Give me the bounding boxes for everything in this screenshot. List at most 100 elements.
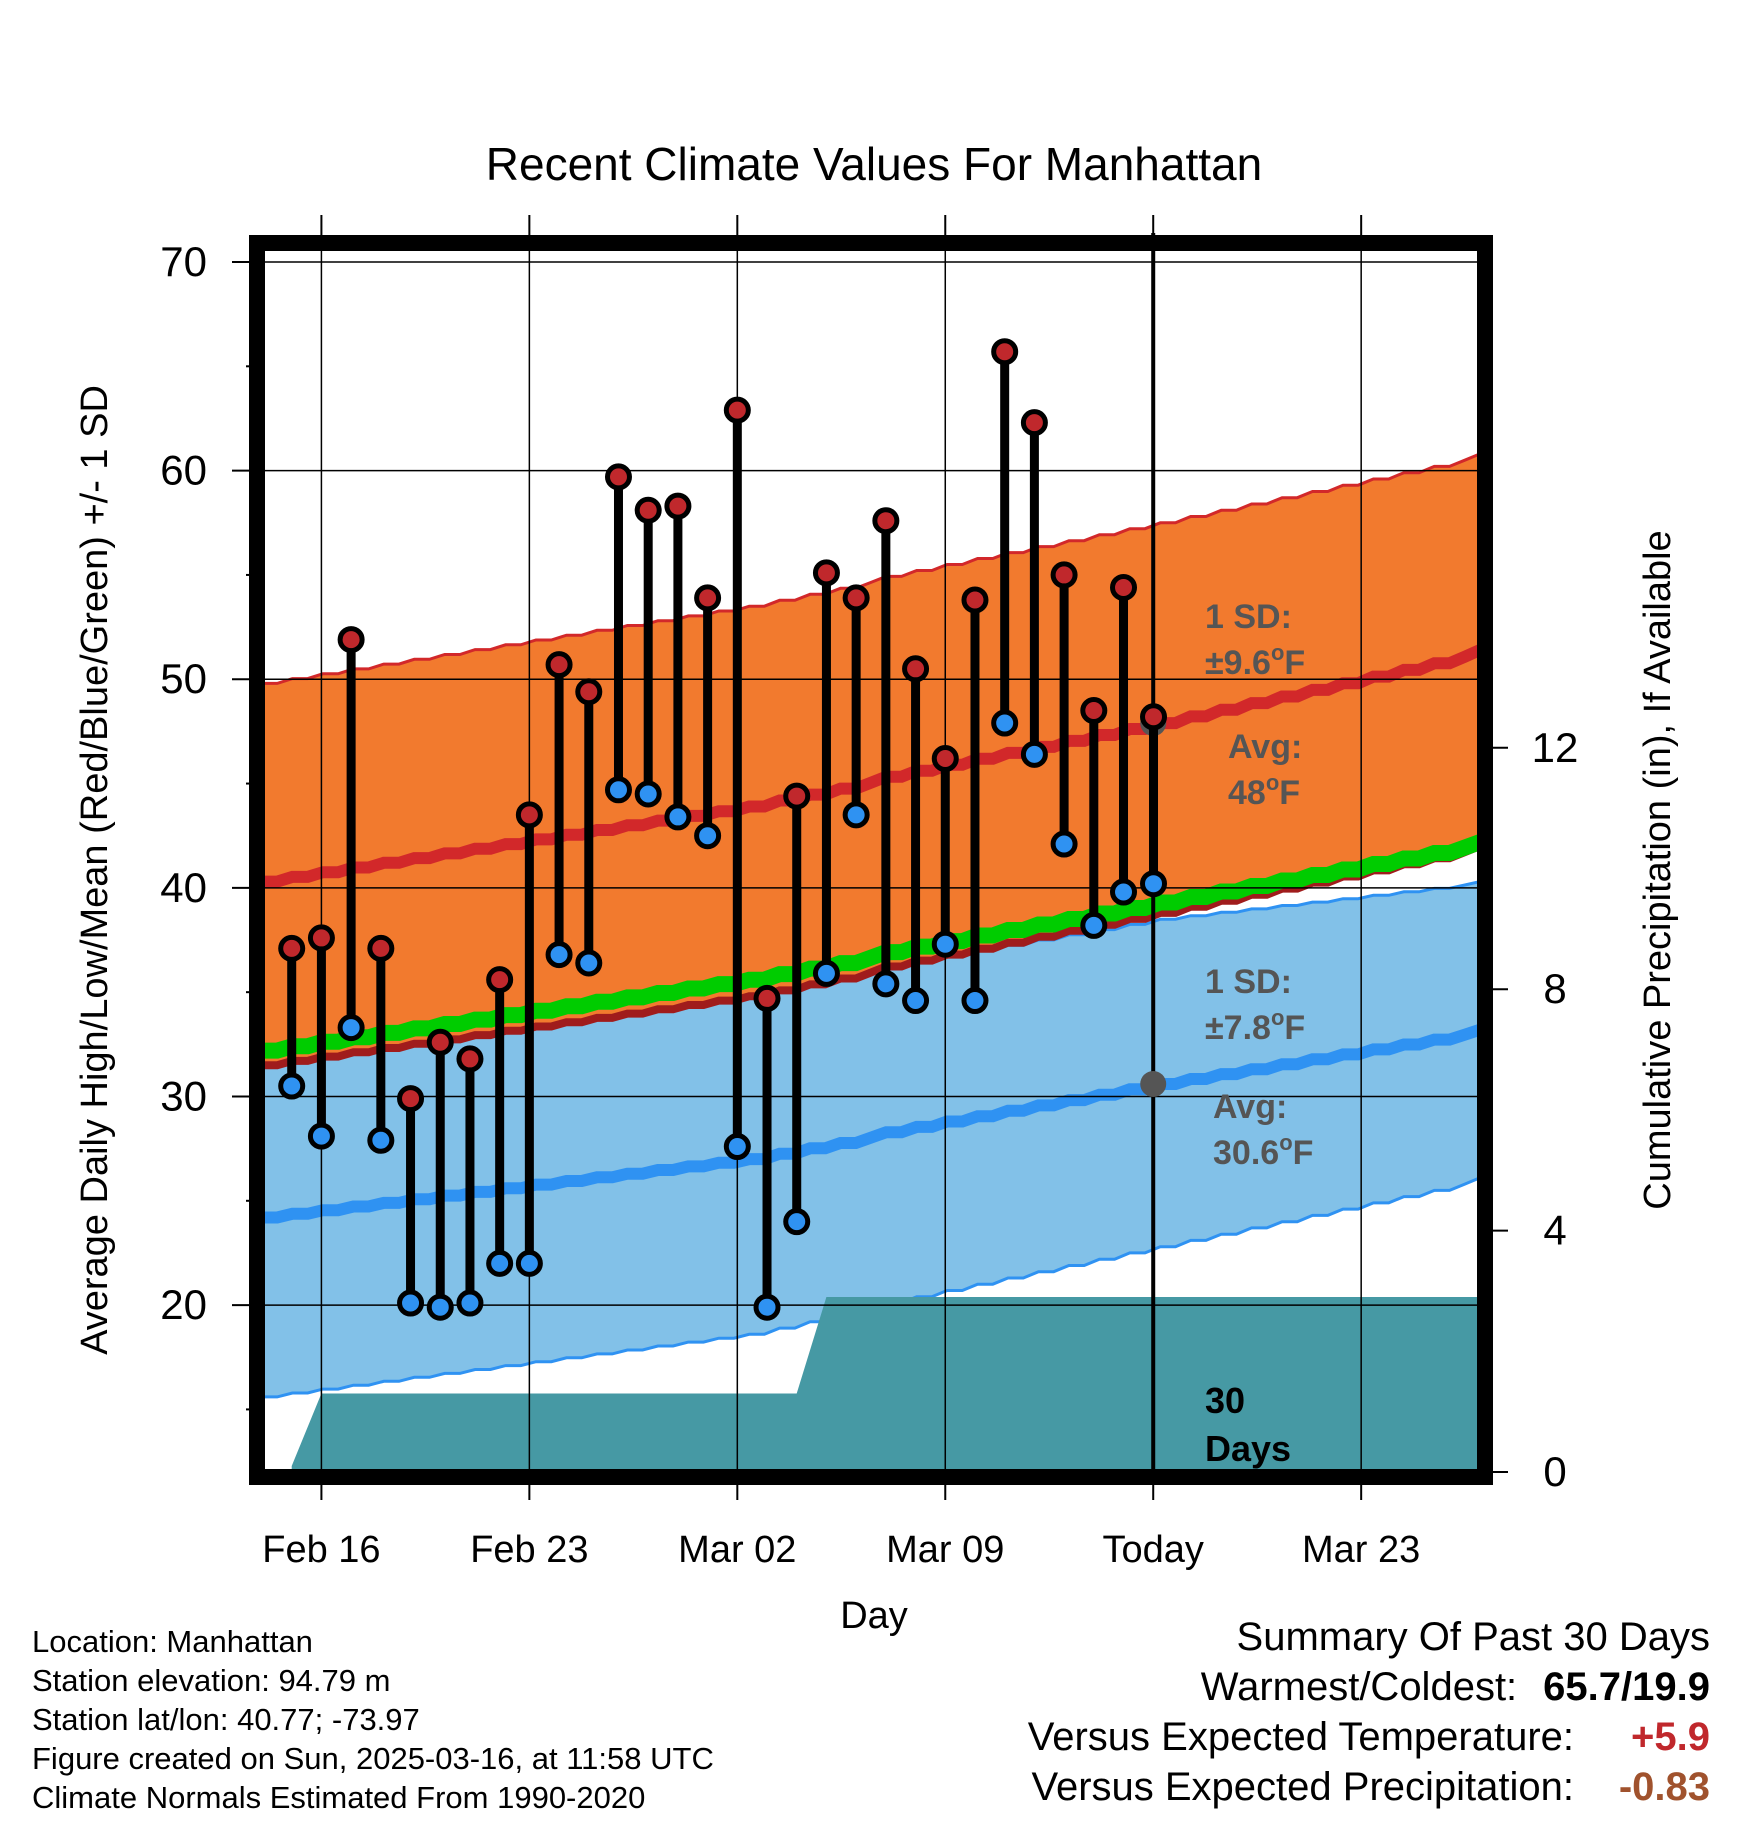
y-tick-label: 70 — [160, 238, 207, 285]
daily-high-point — [664, 492, 692, 520]
daily-high-point — [545, 651, 573, 679]
y-tick-label: 60 — [160, 447, 207, 494]
low-avg-annotation-value: 30.6oF — [1213, 1130, 1313, 1172]
y2-tick-label: 12 — [1532, 724, 1579, 771]
high-sd-upper-line — [262, 452, 1480, 685]
daily-low-point — [426, 1293, 454, 1321]
y-tick-label: 50 — [160, 655, 207, 702]
daily-high-point — [842, 584, 870, 612]
daily-low-point — [545, 941, 573, 969]
daily-low-point — [664, 803, 692, 831]
daily-low-point — [604, 776, 632, 804]
daily-high-point — [753, 984, 781, 1012]
daily-high-point — [1050, 561, 1078, 589]
daily-low-point — [575, 949, 603, 977]
daily-low-point — [456, 1289, 484, 1317]
daily-high-point — [1140, 703, 1168, 731]
daily-low-point — [307, 1122, 335, 1150]
location-text: Location: Manhattan — [32, 1624, 313, 1659]
days-count-label: 30 — [1205, 1380, 1245, 1421]
y-tick-label: 30 — [160, 1072, 207, 1119]
daily-low-point — [783, 1208, 811, 1236]
daily-high-point — [337, 626, 365, 654]
low-sd-annotation: 1 SD: — [1205, 963, 1292, 1001]
daily-low-point — [872, 970, 900, 998]
daily-high-point — [278, 934, 306, 962]
x-tick-label: Mar 02 — [678, 1529, 796, 1571]
high-avg-annotation: Avg: — [1228, 728, 1302, 766]
daily-high-point — [486, 966, 514, 994]
daily-high-point — [426, 1028, 454, 1056]
precip-value: -0.83 — [1618, 1765, 1710, 1809]
daily-low-point — [1140, 870, 1168, 898]
plot-frame — [249, 235, 1493, 1485]
daily-low-point — [723, 1133, 751, 1161]
daily-low-point — [367, 1126, 395, 1154]
low-avg-annotation: Avg: — [1213, 1088, 1287, 1126]
latlon-text: Station lat/lon: 40.77; -73.97 — [32, 1702, 420, 1737]
chart-title: Recent Climate Values For Manhattan — [486, 138, 1262, 190]
daily-high-point — [872, 507, 900, 535]
y-tick-label: 40 — [160, 864, 207, 911]
x-tick-label: Feb 23 — [470, 1529, 588, 1571]
daily-high-point — [307, 924, 335, 952]
daily-low-point — [991, 709, 1019, 737]
precipitation-area — [262, 1297, 1480, 1472]
daily-low-point — [337, 1014, 365, 1042]
high-avg-line — [262, 644, 1480, 888]
daily-high-point — [456, 1045, 484, 1073]
daily-low-point — [931, 930, 959, 958]
daily-high-point — [397, 1085, 425, 1113]
daily-high-point — [723, 396, 751, 424]
daily-low-point — [753, 1293, 781, 1321]
daily-low-point — [961, 987, 989, 1015]
daily-high-point — [367, 934, 395, 962]
y2-tick-label: 8 — [1543, 965, 1566, 1012]
x-tick-label: Feb 16 — [262, 1529, 380, 1571]
summary-panel: Summary Of Past 30 Days Warmest/Coldest:… — [1028, 1612, 1710, 1812]
daily-high-point — [812, 559, 840, 587]
daily-high-point — [902, 655, 930, 683]
daily-low-point — [278, 1072, 306, 1100]
station-info: Location: Manhattan Station elevation: 9… — [32, 1622, 714, 1817]
summary-title: Summary Of Past 30 Days — [1236, 1615, 1710, 1659]
summary-temp-row: Versus Expected Temperature: +5.9 — [1028, 1712, 1710, 1762]
daily-low-point — [1050, 830, 1078, 858]
high-avg-annotation-value: 48oF — [1228, 770, 1300, 812]
y2-tick-label: 0 — [1543, 1448, 1566, 1495]
daily-high-point — [515, 801, 543, 829]
elevation-text: Station elevation: 94.79 m — [32, 1663, 391, 1698]
daily-low-point — [486, 1249, 514, 1277]
warmest-value: 65.7/19.9 — [1543, 1665, 1710, 1709]
x-tick-label: Mar 23 — [1302, 1529, 1420, 1571]
daily-high-point — [991, 338, 1019, 366]
daily-high-point — [604, 463, 632, 491]
daily-high-point — [961, 586, 989, 614]
high-sd-annotation-value: ±9.6oF — [1205, 640, 1305, 682]
daily-high-point — [694, 584, 722, 612]
daily-low-point — [397, 1289, 425, 1317]
daily-high-point — [1020, 409, 1048, 437]
x-axis-label: Day — [840, 1595, 908, 1637]
y-tick-label: 20 — [160, 1281, 207, 1328]
daily-low-point — [812, 959, 840, 987]
daily-low-point — [1020, 740, 1048, 768]
y2-axis-label: Cumulative Precipitation (in), If Availa… — [1637, 530, 1679, 1209]
daily-low-point — [515, 1249, 543, 1277]
summary-warmest-row: Warmest/Coldest: 65.7/19.9 — [1028, 1662, 1710, 1712]
y2-tick-label: 4 — [1543, 1207, 1566, 1254]
daily-high-point — [783, 782, 811, 810]
daily-high-point — [634, 496, 662, 524]
normals-text: Climate Normals Estimated From 1990-2020 — [32, 1780, 646, 1815]
temp-label: Versus Expected Temperature: — [1027, 1715, 1574, 1759]
x-tick-label: Mar 09 — [886, 1529, 1004, 1571]
low-avg-line — [262, 1024, 1480, 1224]
plot-area: 1 SD: ±9.6oF Avg: 48oF 1 SD: ±7.8oF Avg: 30.6oF… — [160, 215, 1578, 1571]
y-axis-label: Average Daily High/Low/Mean (Red/Blue/Gr… — [74, 385, 116, 1355]
daily-high-point — [1110, 573, 1138, 601]
daily-low-point — [694, 822, 722, 850]
precip-label: Versus Expected Precipitation: — [1031, 1765, 1574, 1809]
daily-low-point — [1080, 911, 1108, 939]
mean-avg-line — [262, 834, 1480, 1059]
